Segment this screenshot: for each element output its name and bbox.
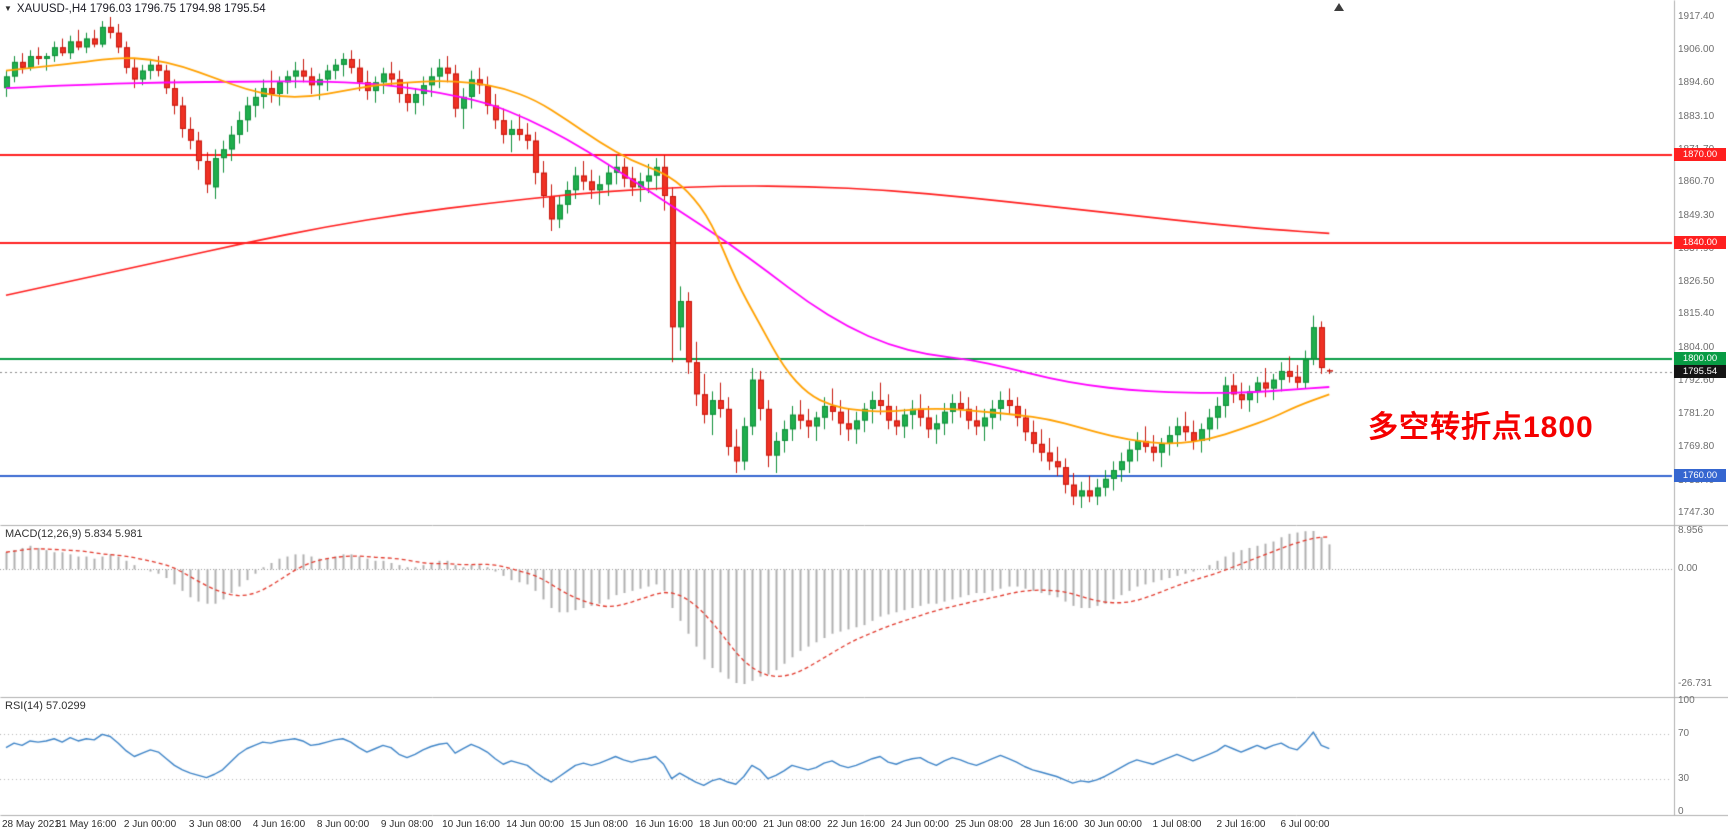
annotation-text: 多空转折点1800 xyxy=(1368,411,1594,444)
macd-indicator-label: MACD(12,26,9) 5.834 5.981 xyxy=(5,528,143,540)
dropdown-arrow-icon[interactable]: ▼ xyxy=(4,4,12,13)
symbol-ohlc-text: XAUUSD-,H4 1796.03 1796.75 1794.98 1795.… xyxy=(16,3,266,15)
chart-shift-marker-icon xyxy=(1334,3,1344,11)
rsi-indicator-label: RSI(14) 57.0299 xyxy=(5,700,86,712)
symbol-ohlc-title: ▼ XAUUSD-,H4 1796.03 1796.75 1794.98 179… xyxy=(4,3,266,15)
